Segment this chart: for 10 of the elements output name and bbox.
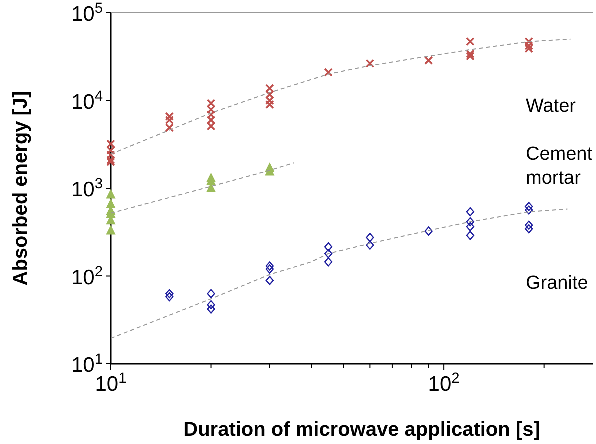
y-tick-label: 10$^{2}$: [71, 264, 103, 290]
y-tick-label: 10$^{3}$: [71, 176, 103, 202]
text: Cement mortar: [526, 144, 594, 189]
text: Granite: [526, 273, 588, 294]
y-tick-label: 10$^{5}$: [71, 1, 103, 26]
y-axis-title: Absorbed energy [J]: [10, 91, 32, 286]
y-tick-label: 10$^{4}$: [71, 88, 103, 114]
y-tick-label: 10$^{1}$: [71, 352, 103, 377]
x-axis-title: Duration of microwave application [s]: [184, 419, 540, 441]
text: Water: [526, 96, 577, 117]
